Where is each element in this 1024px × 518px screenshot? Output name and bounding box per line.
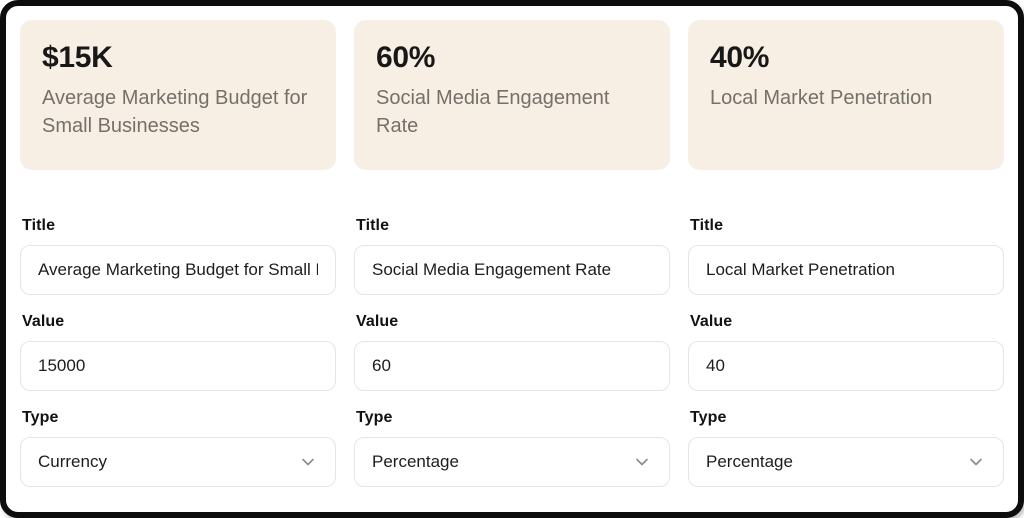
stat-value: 60% (376, 41, 436, 74)
stat-description: Social Media Engagement Rate (376, 87, 610, 138)
type-label: Type (690, 409, 727, 426)
stat-column-1: $15K Average Marketing Budget for Small … (20, 20, 336, 496)
stat-value: 40% (710, 41, 770, 74)
title-label: Title (22, 217, 56, 234)
title-label: Title (356, 217, 390, 234)
value-label: Value (690, 313, 733, 330)
chevron-down-icon (302, 458, 314, 466)
stat-column-3: 40% Local Market Penetration Title Value… (688, 20, 1004, 496)
stat-description: Local Market Penetration (710, 87, 933, 109)
chevron-down-icon (636, 458, 648, 466)
title-label: Title (690, 217, 724, 234)
type-select[interactable]: Percentage (688, 437, 1004, 487)
type-select-value: Percentage (372, 452, 459, 471)
value-input[interactable] (20, 341, 336, 391)
type-label: Type (22, 409, 59, 426)
type-select-value: Currency (38, 452, 107, 471)
chevron-down-icon (970, 458, 982, 466)
stat-card: 40% Local Market Penetration (688, 20, 1004, 170)
type-select[interactable]: Percentage (354, 437, 670, 487)
title-input[interactable] (354, 245, 670, 295)
value-label: Value (356, 313, 399, 330)
title-input[interactable] (688, 245, 1004, 295)
type-select[interactable]: Currency (20, 437, 336, 487)
value-label: Value (22, 313, 65, 330)
stat-column-2: 60% Social Media Engagement Rate Title V… (354, 20, 670, 496)
value-input[interactable] (354, 341, 670, 391)
stat-card: 60% Social Media Engagement Rate (354, 20, 670, 170)
type-select-value: Percentage (706, 452, 793, 471)
value-input[interactable] (688, 341, 1004, 391)
stat-description: Average Marketing Budget for Small Busin… (42, 87, 308, 138)
title-input[interactable] (20, 245, 336, 295)
type-label: Type (356, 409, 393, 426)
stats-grid: $15K Average Marketing Budget for Small … (6, 6, 1018, 512)
stat-value: $15K (42, 41, 113, 74)
stat-card: $15K Average Marketing Budget for Small … (20, 20, 336, 170)
